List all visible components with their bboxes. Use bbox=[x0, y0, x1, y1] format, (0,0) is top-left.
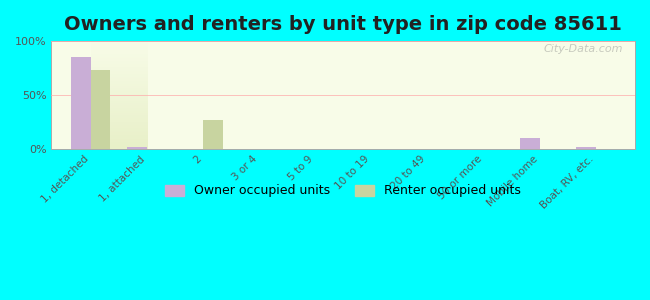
Text: City-Data.com: City-Data.com bbox=[544, 44, 623, 54]
Bar bbox=[127, 147, 147, 149]
Bar bbox=[71, 57, 91, 149]
Bar bbox=[520, 138, 540, 149]
Bar bbox=[91, 70, 111, 149]
Legend: Owner occupied units, Renter occupied units: Owner occupied units, Renter occupied un… bbox=[161, 179, 526, 203]
Title: Owners and renters by unit type in zip code 85611: Owners and renters by unit type in zip c… bbox=[64, 15, 622, 34]
Bar bbox=[203, 120, 222, 149]
Bar bbox=[576, 147, 596, 149]
